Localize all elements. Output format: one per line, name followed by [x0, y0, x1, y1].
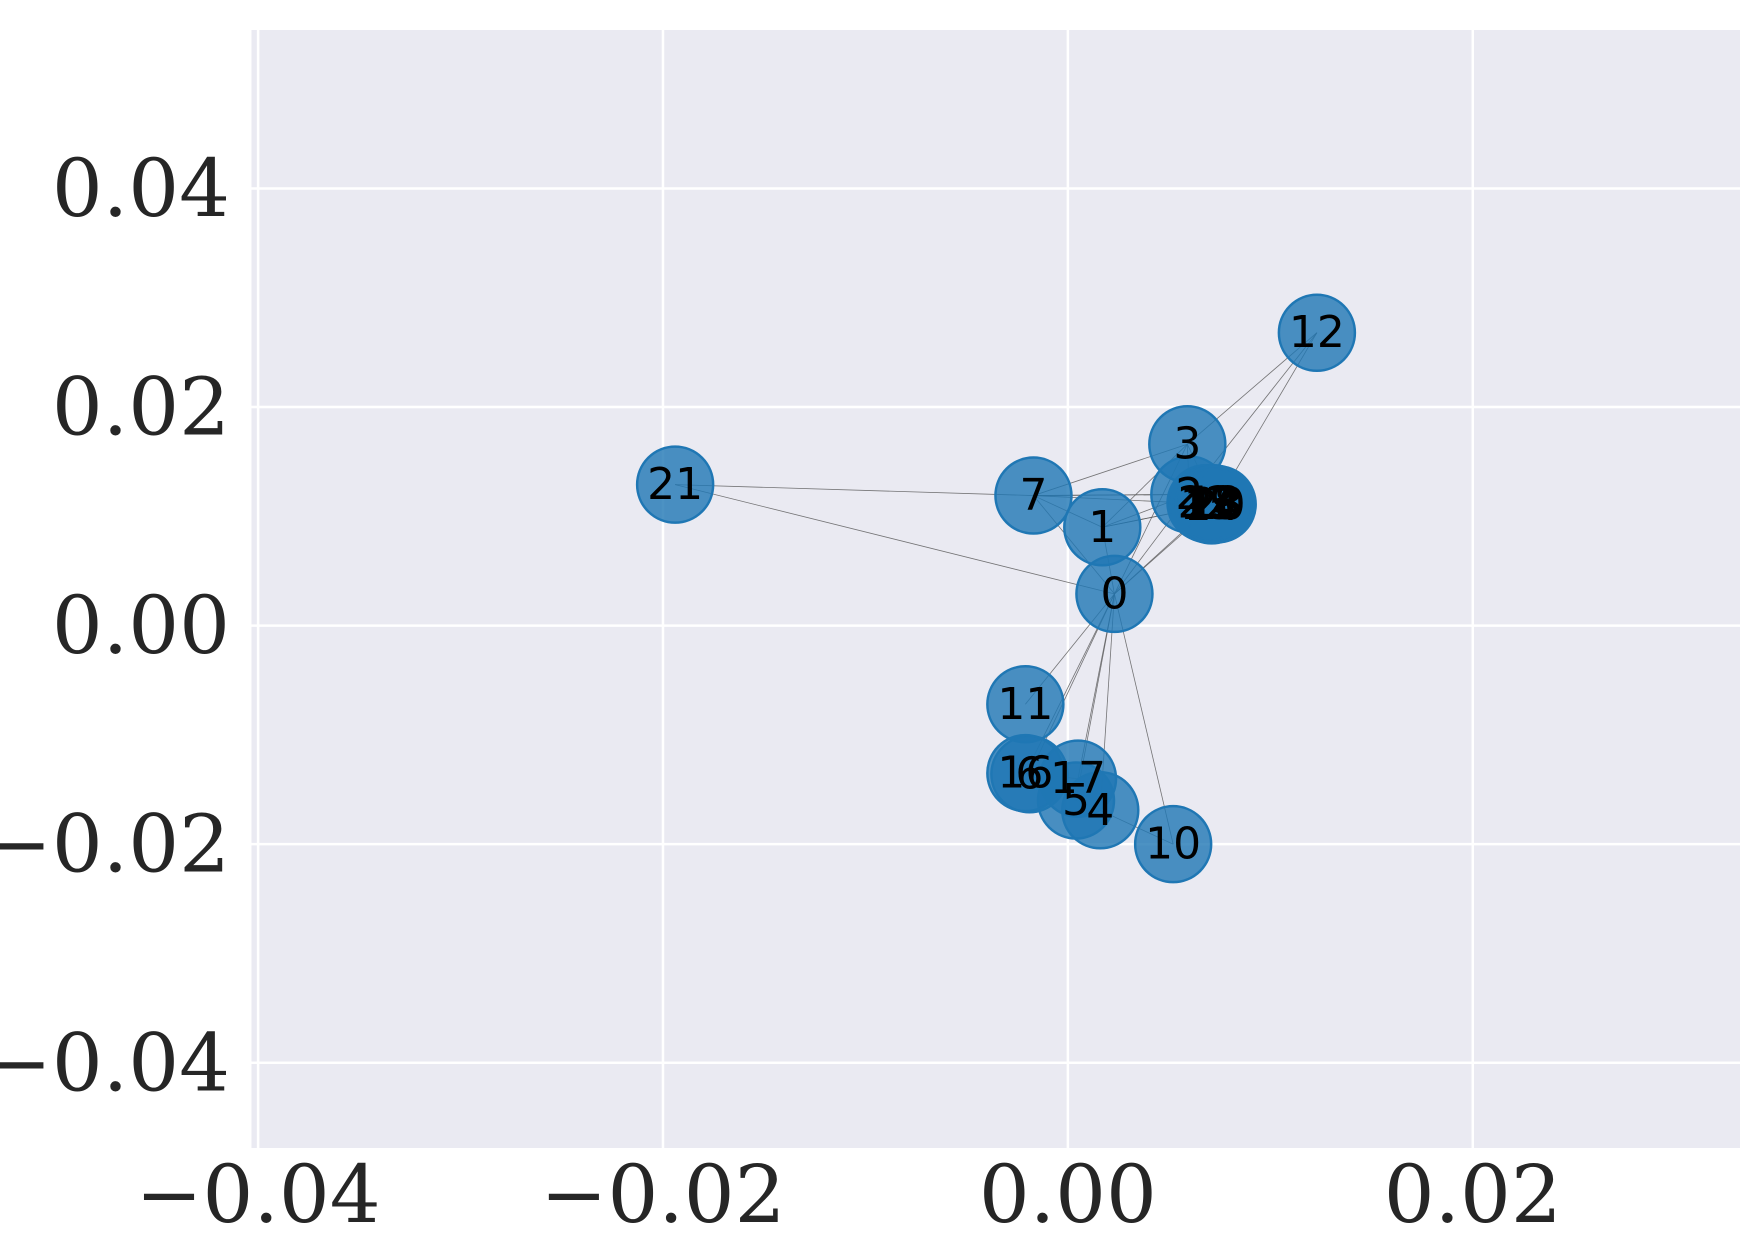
node-label-6: 6: [1015, 749, 1043, 800]
node-label-18: 18: [1186, 478, 1242, 529]
node-label-3: 3: [1173, 419, 1201, 470]
node-label-17: 17: [1050, 753, 1106, 804]
grid-lines: [248, 30, 1740, 1148]
node-label-1: 1: [1088, 502, 1116, 553]
node-label-14: 14: [1184, 480, 1240, 531]
node-label-5: 5: [1062, 775, 1090, 826]
edge-0-10: [1114, 593, 1174, 845]
node-label-0: 0: [1100, 568, 1128, 619]
node-7: [994, 456, 1073, 535]
x-tick-label: −0.02: [540, 1148, 785, 1241]
node-17: [1038, 739, 1118, 818]
node-23: [1174, 465, 1253, 544]
node-label-2: 2: [1175, 469, 1203, 520]
y-tick-label: −0.04: [0, 1016, 230, 1109]
node-label-4: 4: [1086, 785, 1114, 836]
node-label-20: 20: [1190, 479, 1246, 530]
node-label-12: 12: [1289, 307, 1345, 358]
edge-0-21: [675, 484, 1115, 595]
node-label-21: 21: [647, 459, 703, 510]
node-1: [1063, 488, 1142, 567]
y-tick-label: 0.02: [52, 361, 230, 454]
y-tick-label: −0.02: [0, 798, 230, 891]
node-label-23: 23: [1186, 479, 1242, 530]
node-label-19: 19: [1182, 478, 1238, 529]
x-axis-ticks: −0.04 −0.02 0.00 0.02: [136, 1148, 1562, 1241]
node-label-10: 10: [1145, 819, 1201, 870]
y-tick-label: 0.00: [52, 579, 230, 672]
node-label-11: 11: [997, 679, 1053, 730]
node-21: [635, 445, 715, 524]
node-label-22: 22: [1178, 478, 1234, 529]
x-tick-label: −0.04: [136, 1148, 381, 1241]
x-tick-label: 0.02: [1384, 1148, 1562, 1241]
node-12: [1277, 293, 1357, 372]
y-axis-ticks: 0.04 0.02 0.00 −0.02 −0.04: [0, 142, 230, 1109]
node-10: [1133, 804, 1213, 884]
node-label-16: 16: [997, 748, 1053, 799]
edge-7-21: [675, 484, 1034, 496]
node-label-13: 13: [1188, 479, 1244, 530]
plot-area: [250, 30, 1740, 1148]
node-label-15: 15: [1180, 479, 1236, 530]
y-tick-label: 0.04: [52, 142, 230, 235]
x-tick-label: 0.00: [979, 1148, 1157, 1241]
node-label-7: 7: [1019, 470, 1047, 521]
